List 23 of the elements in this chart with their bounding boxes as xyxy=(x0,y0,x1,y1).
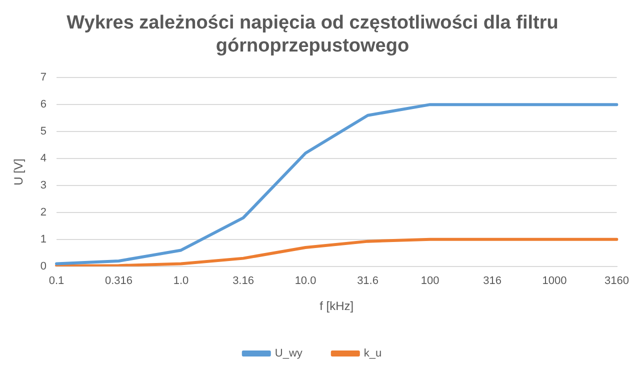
y-tick-label: 4 xyxy=(40,152,47,165)
x-tick-label: 0.316 xyxy=(105,275,133,288)
x-tick-label: 0.1 xyxy=(48,275,64,288)
x-tick-label: 31.6 xyxy=(357,275,378,288)
x-tick-label: 3.16 xyxy=(232,275,254,288)
x-axis-title: f [kHz] xyxy=(320,299,354,314)
x-tick-label: 10.0 xyxy=(294,275,316,288)
legend-label: U_wy xyxy=(274,348,303,360)
y-tick-label: 7 xyxy=(40,72,47,84)
chart-title: Wykres zależności napięcia od częstotliwości dla filtru górnoprzepustowego xyxy=(66,12,558,56)
x-tick-label: 1000 xyxy=(542,275,567,288)
legend-label: k_u xyxy=(364,348,382,360)
x-tick-label: 316 xyxy=(483,275,502,288)
y-tick-label: 0 xyxy=(40,260,47,272)
y-tick-label: 1 xyxy=(40,233,47,246)
x-tick-label: 1.0 xyxy=(173,275,189,288)
y-tick-label: 5 xyxy=(40,126,47,138)
x-tick-label: 100 xyxy=(420,275,440,288)
y-tick-label: 6 xyxy=(40,98,47,111)
y-tick-label: 2 xyxy=(40,206,47,218)
y-axis-title: U [V] xyxy=(12,158,26,186)
y-tick-label: 3 xyxy=(40,180,47,192)
x-tick-label: 3160 xyxy=(604,275,630,288)
